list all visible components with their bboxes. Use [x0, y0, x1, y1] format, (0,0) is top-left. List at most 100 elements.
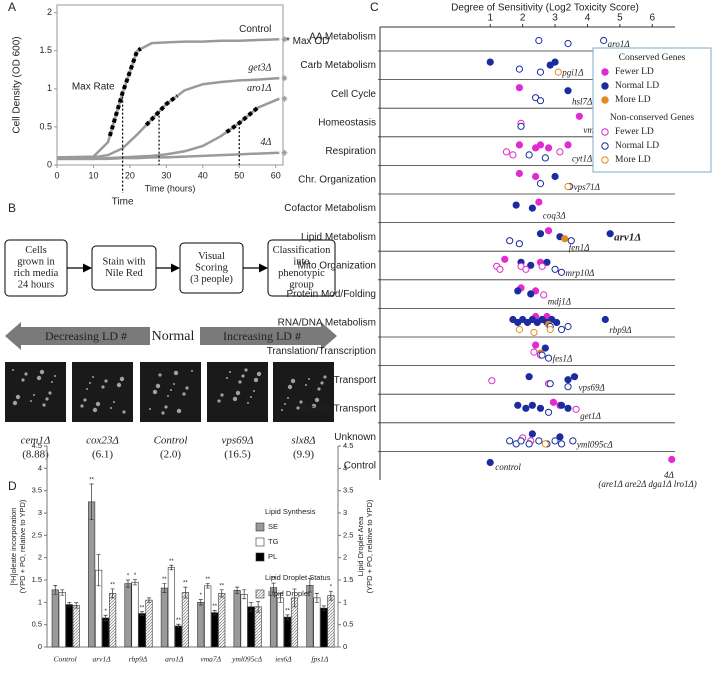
micrograph: [5, 362, 66, 422]
panel-label: B: [8, 201, 16, 215]
series-label: aro1Δ: [247, 83, 272, 94]
gene-label: control: [495, 462, 521, 472]
category-label: Protein Mod/Folding: [287, 289, 377, 300]
dot: [551, 265, 559, 273]
series-label: Control: [239, 24, 271, 35]
gene-label: aro1Δ: [608, 39, 630, 49]
cell-spot: [191, 370, 193, 372]
error-bar: [74, 602, 79, 609]
y-tick-label: 2.5: [32, 530, 42, 539]
step-text: Cells: [25, 245, 47, 256]
y2-tick-label: 3: [343, 508, 347, 517]
cell-spot: [161, 411, 165, 415]
cell-spot: [238, 380, 242, 384]
dot: [502, 148, 511, 156]
y2-tick-label: 1: [343, 597, 347, 606]
cell-spot: [250, 396, 252, 398]
cell-spot: [24, 372, 28, 376]
dot: [551, 58, 559, 66]
cell-spot: [101, 385, 105, 389]
cell-spot: [30, 400, 32, 402]
gene-label: fes1Δ: [553, 354, 573, 364]
significance-label: **: [89, 478, 94, 484]
y-tick-label: 2: [38, 553, 42, 562]
x-tick-label: 6: [650, 13, 656, 24]
dot: [544, 408, 553, 416]
dot: [535, 198, 543, 206]
strain-name: slx8Δ: [291, 435, 315, 447]
bar: [160, 587, 168, 648]
dot: [567, 237, 575, 245]
dot: [486, 458, 494, 467]
dot: [546, 380, 554, 388]
cell-spot: [256, 371, 262, 377]
legend-label: SE: [268, 522, 278, 531]
dot: [556, 148, 564, 156]
error-bar: [249, 601, 254, 612]
category-label: Homeostasis: [318, 117, 376, 128]
strain-score: (2.0): [160, 449, 181, 461]
dot: [564, 404, 572, 412]
x-tick-label: vma7Δ: [200, 655, 221, 664]
category-label: RNA/DNA Metabolism: [278, 318, 376, 329]
cell-spot: [235, 390, 241, 396]
cell-spot: [122, 410, 126, 414]
bar: [72, 605, 80, 648]
dot: [538, 351, 546, 359]
category-label: Chr. Organization: [298, 175, 376, 186]
cell-spot: [80, 404, 84, 408]
category-label: Respiration: [325, 146, 376, 157]
error-bar: [271, 582, 276, 593]
y-tick-label: 3.5: [32, 486, 42, 495]
plot-frame: [56, 4, 284, 166]
dot: [514, 287, 522, 295]
bar: [174, 625, 182, 648]
dot: [527, 290, 535, 298]
legend-dot: [601, 128, 609, 136]
dot: [514, 401, 522, 409]
gene-label: mrp10Δ: [566, 268, 595, 278]
significance-label: **: [219, 583, 224, 589]
dot: [528, 430, 536, 438]
dot: [536, 179, 545, 188]
strain-score: (16.5): [224, 449, 251, 461]
cell-spot: [110, 407, 112, 409]
dot: [525, 151, 533, 159]
error-bar: [328, 590, 333, 601]
step-text: (3 people): [190, 274, 233, 285]
cell-spot: [323, 375, 327, 379]
strain-name: cox23Δ: [86, 435, 119, 447]
dot: [506, 237, 514, 245]
dot: [515, 325, 523, 334]
error-bar: [133, 579, 137, 586]
dot: [556, 433, 564, 441]
x-tick-label: 2: [520, 13, 526, 24]
cell-spot: [113, 401, 115, 403]
dot: [525, 373, 533, 381]
legend-header: Lipid Synthesis: [265, 507, 316, 516]
bar: [218, 593, 226, 648]
dot: [515, 65, 523, 73]
dot: [535, 36, 543, 45]
dot: [496, 265, 504, 273]
y2-axis-label: Lipid Droplet Area: [356, 516, 365, 576]
dot: [522, 265, 530, 273]
bar: [88, 501, 96, 648]
dot: [512, 201, 520, 209]
cell-spot: [155, 383, 161, 389]
y-tick-label: 4.5: [32, 441, 42, 450]
bar: [320, 607, 328, 648]
dot: [564, 383, 572, 391]
cell-spot: [51, 381, 53, 383]
cell-spot: [229, 371, 231, 373]
cell-spot: [170, 389, 172, 391]
cell-spot: [308, 378, 310, 380]
dot: [540, 291, 548, 299]
dot: [528, 401, 536, 409]
cell-spot: [290, 378, 296, 384]
dot: [515, 169, 523, 178]
dot: [536, 404, 545, 412]
x-tick-label: 4: [585, 13, 591, 24]
bar: [327, 595, 335, 648]
